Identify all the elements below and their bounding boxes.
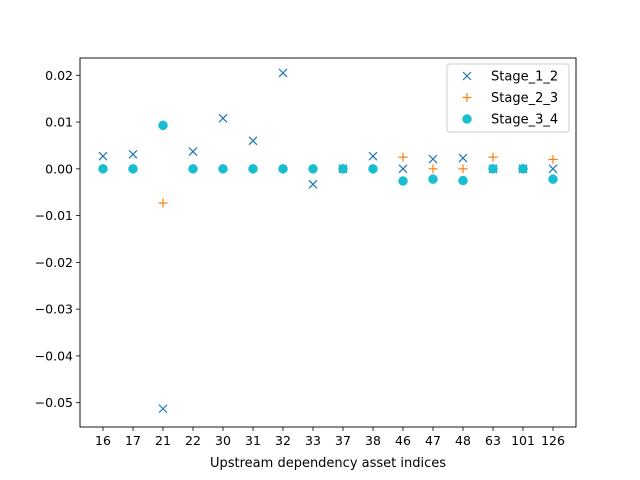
data-point bbox=[398, 164, 408, 174]
data-point bbox=[548, 154, 558, 164]
data-point bbox=[368, 151, 378, 161]
legend-label: Stage_3_4 bbox=[491, 113, 558, 128]
x-tick-label: 126 bbox=[541, 433, 565, 448]
data-point bbox=[128, 164, 138, 174]
legend-marker bbox=[462, 114, 472, 124]
data-point bbox=[218, 113, 228, 123]
data-point bbox=[158, 404, 168, 414]
x-tick-label: 31 bbox=[245, 433, 261, 448]
series-Stage_1_2 bbox=[98, 68, 558, 414]
data-point bbox=[398, 176, 408, 186]
data-point bbox=[188, 164, 198, 174]
data-point bbox=[368, 164, 378, 174]
data-point bbox=[518, 164, 528, 174]
legend-box bbox=[446, 63, 570, 133]
x-tick-label: 48 bbox=[455, 433, 471, 448]
data-point bbox=[98, 151, 108, 161]
data-point bbox=[308, 179, 318, 189]
y-tick-label: 0.00 bbox=[45, 161, 73, 176]
data-point bbox=[98, 164, 108, 174]
data-point bbox=[188, 147, 198, 156]
data-marks bbox=[98, 68, 558, 414]
data-point bbox=[458, 175, 468, 186]
x-tick-label: 47 bbox=[425, 433, 441, 448]
x-tick-label: 38 bbox=[365, 433, 381, 448]
legend-marker bbox=[462, 71, 472, 81]
data-point bbox=[428, 164, 438, 174]
data-point bbox=[218, 164, 228, 174]
data-point bbox=[428, 154, 438, 164]
x-tick-label: 17 bbox=[125, 433, 141, 448]
data-point bbox=[548, 164, 558, 174]
legend-label: Stage_1_2 bbox=[491, 70, 558, 85]
data-point bbox=[158, 198, 168, 208]
x-tick-label: 32 bbox=[275, 433, 291, 448]
y-tick-label: −0.04 bbox=[35, 348, 73, 363]
y-tick-label: 0.02 bbox=[45, 68, 73, 83]
x-tick-label: 30 bbox=[215, 433, 231, 448]
data-point bbox=[278, 164, 288, 174]
data-point bbox=[338, 164, 348, 174]
data-point bbox=[248, 136, 258, 146]
x-tick-label: 33 bbox=[305, 433, 321, 448]
legend-marker bbox=[462, 93, 472, 102]
x-tick-label: 21 bbox=[155, 433, 171, 448]
data-point bbox=[308, 164, 318, 174]
x-tick-label: 37 bbox=[335, 433, 351, 448]
y-tick-label: −0.02 bbox=[35, 255, 73, 270]
y-axis-ticks: 0.02 0.01 0.00 −0.01 −0.02 −0.03 −0.04 −0.05 bbox=[35, 68, 80, 410]
y-tick-label: 0.01 bbox=[45, 115, 73, 130]
data-point bbox=[458, 153, 468, 163]
data-point bbox=[488, 152, 498, 162]
data-point bbox=[398, 152, 408, 162]
y-tick-label: −0.01 bbox=[35, 208, 73, 223]
x-tick-label: 63 bbox=[485, 433, 501, 448]
data-point bbox=[488, 164, 498, 174]
y-tick-label: −0.05 bbox=[35, 395, 73, 410]
data-point bbox=[158, 120, 168, 131]
series-Stage_3_4 bbox=[98, 120, 558, 186]
x-tick-label: 22 bbox=[185, 433, 201, 448]
x-tick-label: 46 bbox=[395, 433, 411, 448]
legend: Stage_1_2 Stage_2_3 Stage_3_4 bbox=[446, 63, 570, 133]
x-tick-label: 16 bbox=[95, 433, 111, 448]
data-point bbox=[458, 164, 468, 174]
y-tick-label: −0.03 bbox=[35, 302, 73, 317]
legend-label: Stage_2_3 bbox=[491, 91, 558, 106]
plot-frame bbox=[79, 57, 577, 428]
data-point bbox=[548, 174, 558, 184]
data-point bbox=[128, 149, 138, 159]
data-point bbox=[278, 68, 288, 78]
x-tick-label: 101 bbox=[511, 433, 535, 448]
data-point bbox=[248, 164, 258, 174]
x-axis-label: Upstream dependency asset indices bbox=[210, 456, 446, 471]
x-axis-ticks: 16 17 21 22 30 31 32 33 37 38 46 47 48 63 101 126 bbox=[95, 427, 565, 448]
data-point bbox=[428, 174, 438, 184]
